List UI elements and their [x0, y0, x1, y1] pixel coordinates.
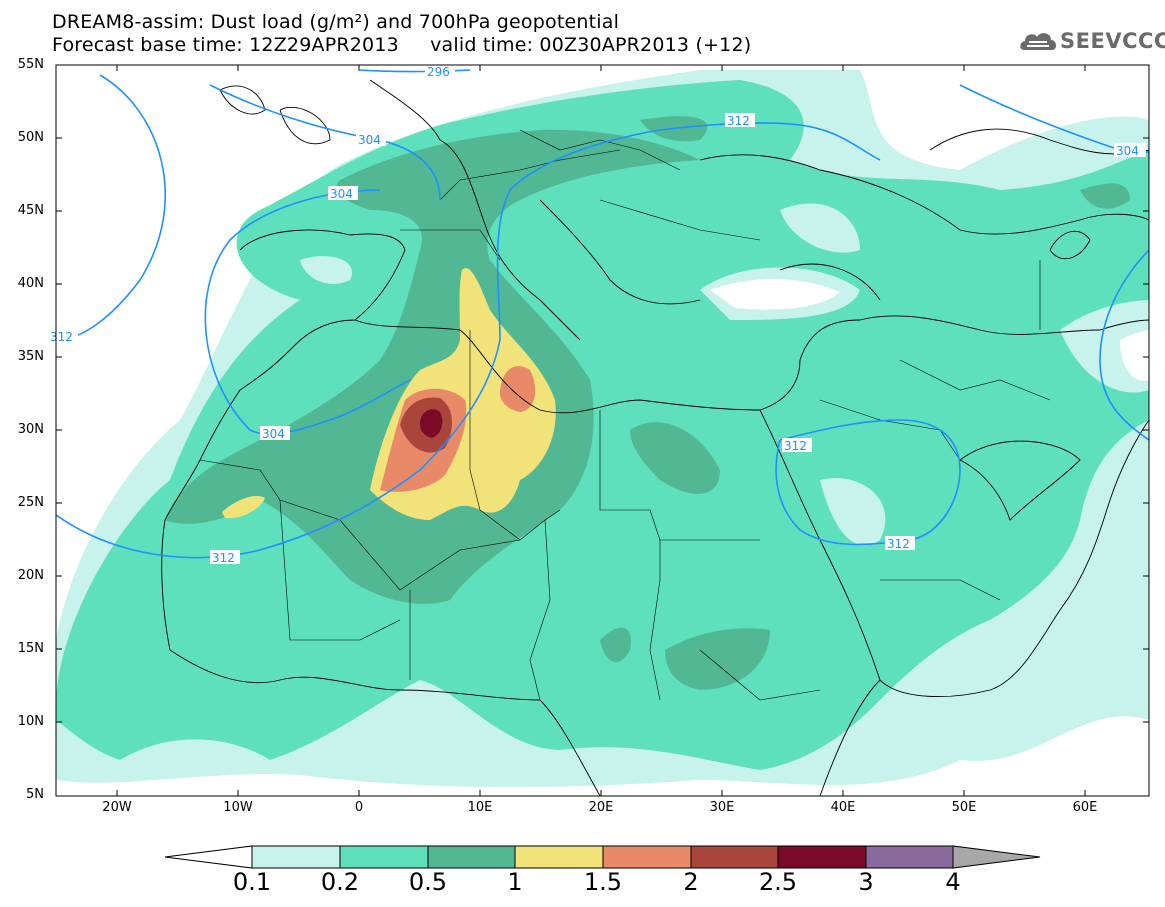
map-title: DREAM8-assim: Dust load (g/m²) and 700hP… — [52, 11, 620, 33]
lat-label-45n: 45N — [17, 203, 44, 218]
colorbar-label-3: 3 — [858, 868, 874, 896]
lat-label-30n: 30N — [17, 422, 44, 437]
lat-label-35n: 35N — [17, 349, 44, 364]
lon-label-40e: 40E — [830, 800, 856, 815]
contour-label-312-d: 312 — [887, 537, 910, 551]
colorbar-label-1: 1 — [507, 868, 523, 896]
lon-label-20e: 20E — [588, 800, 614, 815]
lon-label-10e: 10E — [467, 800, 493, 815]
contour-label-312-b: 312 — [727, 114, 750, 128]
contour-label-312-c: 312 — [784, 439, 807, 453]
lat-label-10n: 10N — [17, 714, 44, 729]
dust-shading — [56, 70, 1149, 787]
colorbar-label-4: 4 — [945, 868, 961, 896]
dust-level-0-2 — [56, 80, 1149, 770]
colorbar-label-2: 2 — [683, 868, 699, 896]
dust-level-2-5 — [419, 409, 443, 438]
lon-label-10w: 10W — [223, 800, 253, 815]
lat-label-55n: 55N — [17, 57, 44, 72]
dust-load-map: 296 304 304 304 304 312 312 312 312 312 — [50, 64, 1150, 797]
colorbar-label-0-5: 0.5 — [408, 868, 448, 896]
contour-304-west — [56, 74, 167, 341]
contour-labels: 296 304 304 304 304 312 312 312 312 312 — [50, 64, 1146, 565]
lat-label-40n: 40N — [17, 276, 44, 291]
logo-text: SEEVCCC — [1060, 29, 1165, 53]
contour-312-east — [1099, 249, 1149, 441]
contour-label-304-c: 304 — [262, 427, 285, 441]
contour-label-304-d: 304 — [1116, 144, 1139, 158]
lon-label-0: 0 — [354, 800, 364, 815]
contour-label-312-a: 312 — [212, 551, 235, 565]
lon-label-20w: 20W — [102, 800, 132, 815]
lon-label-60e: 60E — [1072, 800, 1098, 815]
lat-label-15n: 15N — [17, 641, 44, 656]
contour-312-south — [775, 419, 961, 546]
contour-label-304-b: 304 — [330, 187, 353, 201]
lat-label-20n: 20N — [17, 568, 44, 583]
contour-label-296: 296 — [427, 65, 450, 79]
lat-label-25n: 25N — [17, 495, 44, 510]
country-borders — [199, 129, 1051, 701]
lat-label-5n: 5N — [26, 787, 44, 802]
colorbar-label-2-5: 2.5 — [758, 868, 798, 896]
contour-296 — [359, 69, 471, 73]
lat-label-50n: 50N — [17, 130, 44, 145]
colorbar-label-0-2: 0.2 — [320, 868, 360, 896]
lon-label-50e: 50E — [951, 800, 977, 815]
cloud-logo-icon — [1020, 33, 1057, 50]
contour-304-arc — [204, 189, 411, 435]
contour-label-304-a: 304 — [358, 133, 381, 147]
colorbar-label-0-1: 0.1 — [232, 868, 272, 896]
map-subtitle: Forecast base time: 12Z29APR2013 valid t… — [52, 34, 752, 56]
lon-label-30e: 30E — [709, 800, 735, 815]
colorbar-label-1-5: 1.5 — [583, 868, 623, 896]
contour-label-312-e: 312 — [50, 330, 73, 344]
axis-ticks — [56, 64, 1149, 796]
